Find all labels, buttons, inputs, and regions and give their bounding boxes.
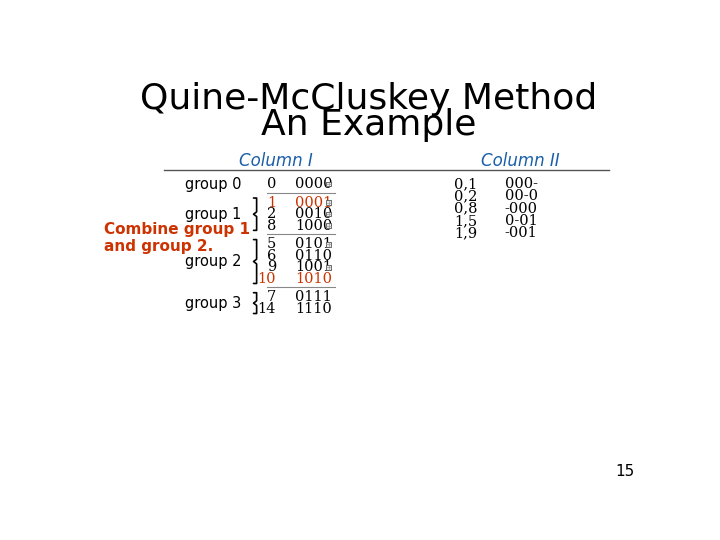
Text: 1001: 1001 (295, 260, 333, 274)
Text: Quine-McCluskey Method: Quine-McCluskey Method (140, 83, 598, 117)
Bar (326, 212, 331, 217)
Bar (326, 265, 331, 269)
Text: 1010: 1010 (295, 272, 333, 286)
Text: -000: -000 (505, 202, 538, 216)
Text: 5: 5 (266, 237, 276, 251)
Text: -001: -001 (505, 226, 537, 240)
Text: 6: 6 (266, 249, 276, 263)
Bar (326, 182, 331, 186)
Text: 10: 10 (258, 272, 276, 286)
Text: 0,1: 0,1 (454, 177, 477, 191)
Text: group 2: group 2 (184, 254, 241, 269)
Text: 1,5: 1,5 (454, 214, 477, 228)
Bar (326, 224, 331, 228)
Text: 8: 8 (266, 219, 276, 233)
Text: group 3: group 3 (185, 295, 241, 310)
Text: 2: 2 (266, 207, 276, 221)
Text: 00-0: 00-0 (505, 190, 538, 204)
Text: Column I: Column I (239, 152, 313, 170)
Text: 0,8: 0,8 (454, 202, 477, 216)
Text: 0-01: 0-01 (505, 214, 537, 228)
Text: 0010: 0010 (295, 207, 333, 221)
Text: 0001: 0001 (295, 195, 333, 210)
Text: 15: 15 (616, 464, 635, 479)
Text: 1: 1 (267, 195, 276, 210)
Text: Combine group 1
and group 2.: Combine group 1 and group 2. (104, 221, 250, 254)
Text: 0: 0 (266, 177, 276, 191)
Text: 0000: 0000 (295, 177, 333, 191)
Text: group 1: group 1 (185, 207, 241, 222)
Text: 0,2: 0,2 (454, 190, 477, 204)
Text: 0111: 0111 (295, 291, 332, 305)
Bar (326, 200, 331, 205)
Text: 7: 7 (266, 291, 276, 305)
Text: 1000: 1000 (295, 219, 333, 233)
Text: An Example: An Example (261, 108, 477, 142)
Text: 1110: 1110 (295, 302, 332, 316)
Text: 0101: 0101 (295, 237, 333, 251)
Text: 1,9: 1,9 (454, 226, 477, 240)
Text: 0110: 0110 (295, 249, 333, 263)
Bar (326, 242, 331, 247)
Text: 9: 9 (266, 260, 276, 274)
Text: group 0: group 0 (184, 177, 241, 192)
Text: 14: 14 (258, 302, 276, 316)
Text: Column II: Column II (481, 152, 559, 170)
Text: 000-: 000- (505, 177, 538, 191)
